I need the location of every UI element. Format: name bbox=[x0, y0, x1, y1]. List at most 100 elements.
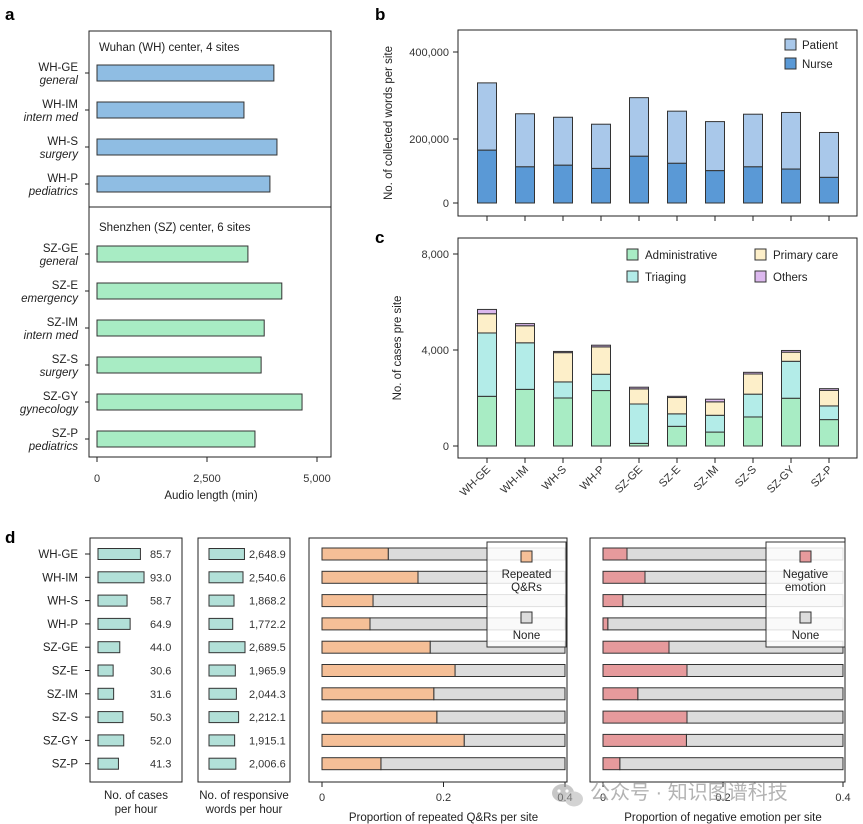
triaging-bar-wh-s bbox=[553, 381, 573, 399]
site-label: SZ-P bbox=[52, 759, 79, 771]
site-dept-label: intern med bbox=[24, 112, 79, 124]
x-axis-label: Proportion of negative emotion per site bbox=[624, 812, 822, 824]
none-bar bbox=[637, 687, 844, 701]
audio-bar-sz-e bbox=[96, 282, 283, 300]
negative-emotion-bar bbox=[602, 570, 646, 584]
patient-bar-sz-im bbox=[705, 121, 725, 172]
patient-bar-wh-s bbox=[553, 116, 573, 166]
panel-letter-a: a bbox=[5, 5, 15, 24]
site-dept-label: surgery bbox=[40, 149, 80, 161]
audio-bar-sz-gy bbox=[96, 393, 303, 411]
negative-emotion-bar bbox=[602, 640, 670, 654]
cases-per-hour-value: 31.6 bbox=[150, 689, 171, 701]
site-code-label: SZ-GY bbox=[43, 391, 78, 403]
words-per-hour-bar bbox=[208, 664, 236, 677]
panel-b-frame bbox=[457, 29, 858, 217]
legend-label-repeated-qr: Q&Rs bbox=[511, 582, 542, 594]
triaging-bar-wh-p bbox=[591, 373, 611, 392]
primary-care-bar-sz-gy bbox=[781, 351, 801, 362]
x-tick-label: SZ-IM bbox=[691, 464, 721, 494]
site-label: WH-IM bbox=[42, 572, 78, 584]
words-per-hour-value: 2,006.6 bbox=[249, 759, 286, 771]
y-axis-label: No. of cases pre site bbox=[392, 296, 404, 401]
legend-label-others: Others bbox=[773, 272, 808, 284]
cases-per-hour-value: 85.7 bbox=[150, 549, 171, 561]
panel-a-frame bbox=[88, 30, 332, 458]
words-per-hour-bar bbox=[208, 571, 244, 584]
panel-a-audio-length: Wuhan (WH) center, 4 sitesWH-GEgeneralWH… bbox=[20, 30, 332, 502]
panel-d-words-frame bbox=[197, 537, 291, 783]
cases-per-hour-value: 44.0 bbox=[150, 642, 171, 654]
nurse-bar-sz-s bbox=[743, 166, 763, 204]
watermark-text: 公众号 · 知识图谱科技 bbox=[590, 781, 788, 804]
cases-per-hour-value: 50.3 bbox=[150, 712, 171, 724]
repeated-qr-bar bbox=[321, 687, 435, 701]
repeated-qr-bar bbox=[321, 570, 419, 584]
legend-label-triaging: Triaging bbox=[645, 272, 686, 284]
panel-d-negative-emotion-frame bbox=[589, 537, 846, 783]
nurse-bar-wh-s bbox=[553, 164, 573, 204]
x-axis-label: words per hour bbox=[205, 804, 283, 816]
y-tick-label: 200,000 bbox=[409, 134, 449, 146]
y-axis-label: No. of collected words per site bbox=[383, 46, 395, 200]
words-per-hour-value: 1,915.1 bbox=[249, 735, 286, 747]
negative-emotion-bar bbox=[602, 687, 639, 701]
cases-per-hour-value: 64.9 bbox=[150, 619, 171, 631]
audio-bar-sz-im bbox=[96, 319, 265, 337]
audio-bar-sz-s bbox=[96, 356, 262, 374]
cases-per-hour-bar bbox=[97, 641, 121, 654]
cases-per-hour-value: 41.3 bbox=[150, 759, 171, 771]
x-tick-label: SZ-S bbox=[733, 464, 759, 490]
panel-d-repeated-qr-frame bbox=[308, 537, 568, 783]
words-per-hour-bar bbox=[208, 617, 234, 630]
nurse-bar-sz-p bbox=[819, 176, 839, 204]
legend-label-repeated-qr: Repeated bbox=[502, 569, 552, 581]
nurse-bar-sz-e bbox=[667, 162, 687, 204]
none-bar bbox=[433, 687, 566, 701]
others-bar-wh-s bbox=[553, 350, 573, 354]
panel-d-cases-frame bbox=[89, 537, 183, 783]
x-axis-label: Proportion of repeated Q&Rs per site bbox=[349, 812, 538, 824]
none-bar bbox=[619, 757, 844, 771]
repeated-qr-bar bbox=[321, 757, 382, 771]
negative-emotion-bar bbox=[602, 664, 688, 677]
x-tick-label: 0 bbox=[600, 792, 606, 804]
legend-label-primary-care: Primary care bbox=[773, 250, 838, 262]
x-tick-label: WH-IM bbox=[498, 464, 531, 497]
patient-bar-sz-s bbox=[743, 113, 763, 168]
negative-emotion-bar bbox=[602, 617, 609, 631]
words-per-hour-bar bbox=[208, 734, 236, 747]
site-code-label: SZ-GE bbox=[43, 243, 78, 255]
legend-swatch-none bbox=[799, 611, 812, 624]
triaging-bar-sz-gy bbox=[781, 360, 801, 399]
site-dept-label: gynecology bbox=[20, 404, 79, 416]
x-axis-label: No. of responsive bbox=[199, 790, 289, 802]
x-tick-label: WH-P bbox=[578, 464, 607, 493]
site-label: SZ-GE bbox=[43, 642, 78, 654]
administrative-bar-wh-s bbox=[553, 397, 573, 447]
site-dept-label: intern med bbox=[24, 330, 79, 342]
cases-per-hour-bar bbox=[97, 548, 141, 560]
site-code-label: WH-S bbox=[47, 136, 78, 148]
site-code-label: SZ-E bbox=[52, 280, 79, 292]
legend-swatch-administrative bbox=[626, 248, 639, 261]
words-per-hour-bar bbox=[208, 548, 245, 560]
audio-bar-wh-s bbox=[96, 138, 278, 156]
primary-care-bar-wh-ge bbox=[477, 313, 497, 334]
y-tick-label: 0 bbox=[443, 441, 449, 453]
legend-swatch-repeated-qr bbox=[520, 550, 533, 563]
legend-swatch-primary-care bbox=[754, 248, 767, 261]
legend-label-none: None bbox=[513, 630, 541, 642]
panel-letter-b: b bbox=[375, 5, 385, 24]
repeated-qr-bar bbox=[321, 617, 371, 631]
audio-bar-wh-im bbox=[96, 101, 245, 119]
none-bar bbox=[380, 757, 566, 771]
legend-swatch-triaging bbox=[626, 270, 639, 283]
nurse-bar-wh-im bbox=[515, 166, 535, 204]
words-per-hour-value: 2,540.6 bbox=[249, 572, 286, 584]
administrative-bar-sz-gy bbox=[781, 397, 801, 447]
audio-bar-wh-p bbox=[96, 175, 271, 193]
nurse-bar-wh-p bbox=[591, 167, 611, 204]
